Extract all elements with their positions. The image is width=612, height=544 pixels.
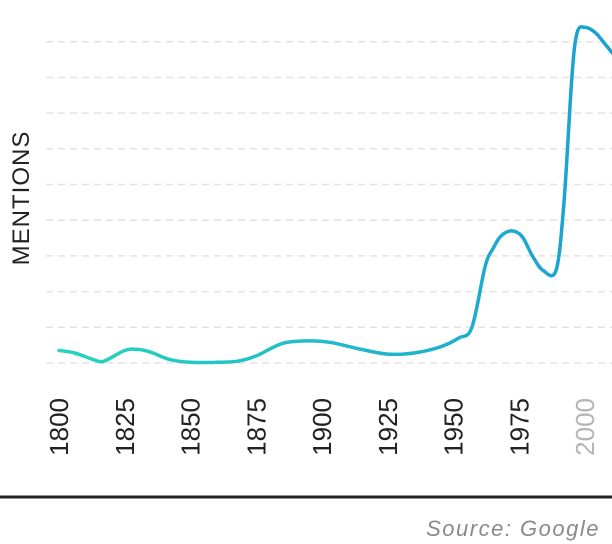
x-tick-label: 1875: [241, 398, 271, 456]
x-tick-label: 1975: [504, 398, 534, 456]
x-tick-label: 1825: [110, 398, 140, 456]
series-line: [57, 25, 612, 365]
gridlines: [46, 40, 612, 364]
source-note: Source: Google: [426, 516, 600, 541]
x-tick-label: 1925: [373, 398, 403, 456]
x-tick-label: 1950: [439, 398, 469, 456]
x-tick-label: 1900: [307, 398, 337, 456]
x-tick-label: 2000: [570, 398, 600, 456]
x-axis-ticks: 1800 1825 1850 1875 1900 1925 1950 1975 2000: [44, 398, 600, 456]
x-tick-label: 1850: [176, 398, 206, 456]
x-tick-label: 1800: [44, 398, 74, 456]
y-axis-label: MENTIONS: [8, 131, 35, 266]
